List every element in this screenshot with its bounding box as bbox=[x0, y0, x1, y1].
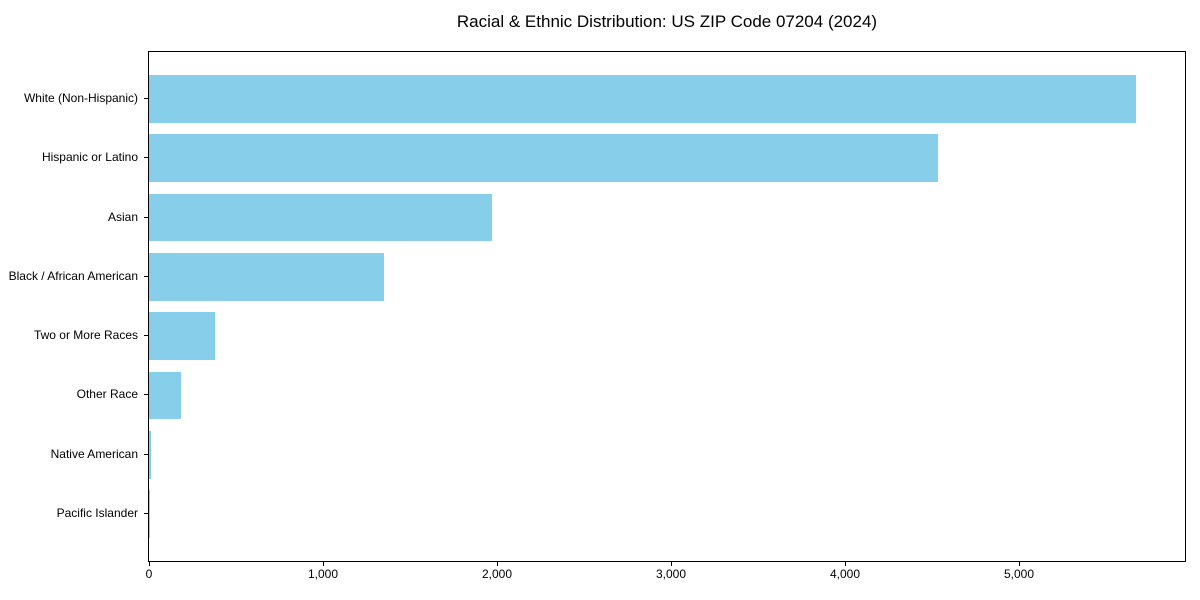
y-axis-tick bbox=[144, 335, 148, 336]
x-axis-tick-label: 4,000 bbox=[829, 567, 861, 581]
x-axis-tick-label: 5,000 bbox=[1003, 567, 1035, 581]
bar-native-american bbox=[149, 431, 151, 479]
y-axis-tick bbox=[144, 157, 148, 158]
y-axis-tick bbox=[144, 454, 148, 455]
y-axis-label-pacific-islander: Pacific Islander bbox=[56, 506, 138, 521]
plot-area bbox=[148, 51, 1186, 562]
bar-other-race bbox=[149, 371, 181, 420]
x-axis-tick-label: 3,000 bbox=[655, 567, 687, 581]
y-axis-label-asian: Asian bbox=[107, 209, 138, 224]
y-axis-tick bbox=[144, 276, 148, 277]
y-axis-label-other-race: Other Race bbox=[76, 387, 138, 402]
y-axis-tick bbox=[144, 394, 148, 395]
x-axis-tick-label: 0 bbox=[145, 567, 153, 581]
x-axis-tick-label: 1,000 bbox=[307, 567, 339, 581]
x-axis-tick-label: 2,000 bbox=[481, 567, 513, 581]
y-axis-label-two-or-more-races: Two or More Races bbox=[33, 328, 138, 343]
x-axis-tick bbox=[323, 562, 324, 566]
y-axis-tick bbox=[144, 217, 148, 218]
y-axis-label-native-american: Native American bbox=[50, 446, 138, 461]
x-axis-tick bbox=[671, 562, 672, 566]
bar-hispanic-or-latino bbox=[149, 134, 939, 182]
bar-two-or-more-races bbox=[149, 312, 215, 360]
chart-title: Racial & Ethnic Distribution: US ZIP Cod… bbox=[456, 12, 878, 31]
y-axis-label-white-non-hispanic: White (Non-Hispanic) bbox=[23, 90, 138, 105]
x-axis-tick bbox=[845, 562, 846, 566]
bar-pacific-islander bbox=[149, 490, 150, 538]
x-axis-tick bbox=[149, 562, 150, 566]
bar-white-non-hispanic bbox=[149, 75, 1136, 123]
y-axis-label-black-african-american: Black / African American bbox=[8, 268, 138, 283]
y-axis-tick bbox=[144, 513, 148, 514]
y-axis-tick bbox=[144, 98, 148, 99]
y-axis-label-hispanic-or-latino: Hispanic or Latino bbox=[41, 150, 138, 165]
x-axis-tick bbox=[1019, 562, 1020, 566]
bar-asian bbox=[149, 193, 492, 242]
bar-black-african-american bbox=[149, 253, 385, 301]
x-axis-tick bbox=[497, 562, 498, 566]
